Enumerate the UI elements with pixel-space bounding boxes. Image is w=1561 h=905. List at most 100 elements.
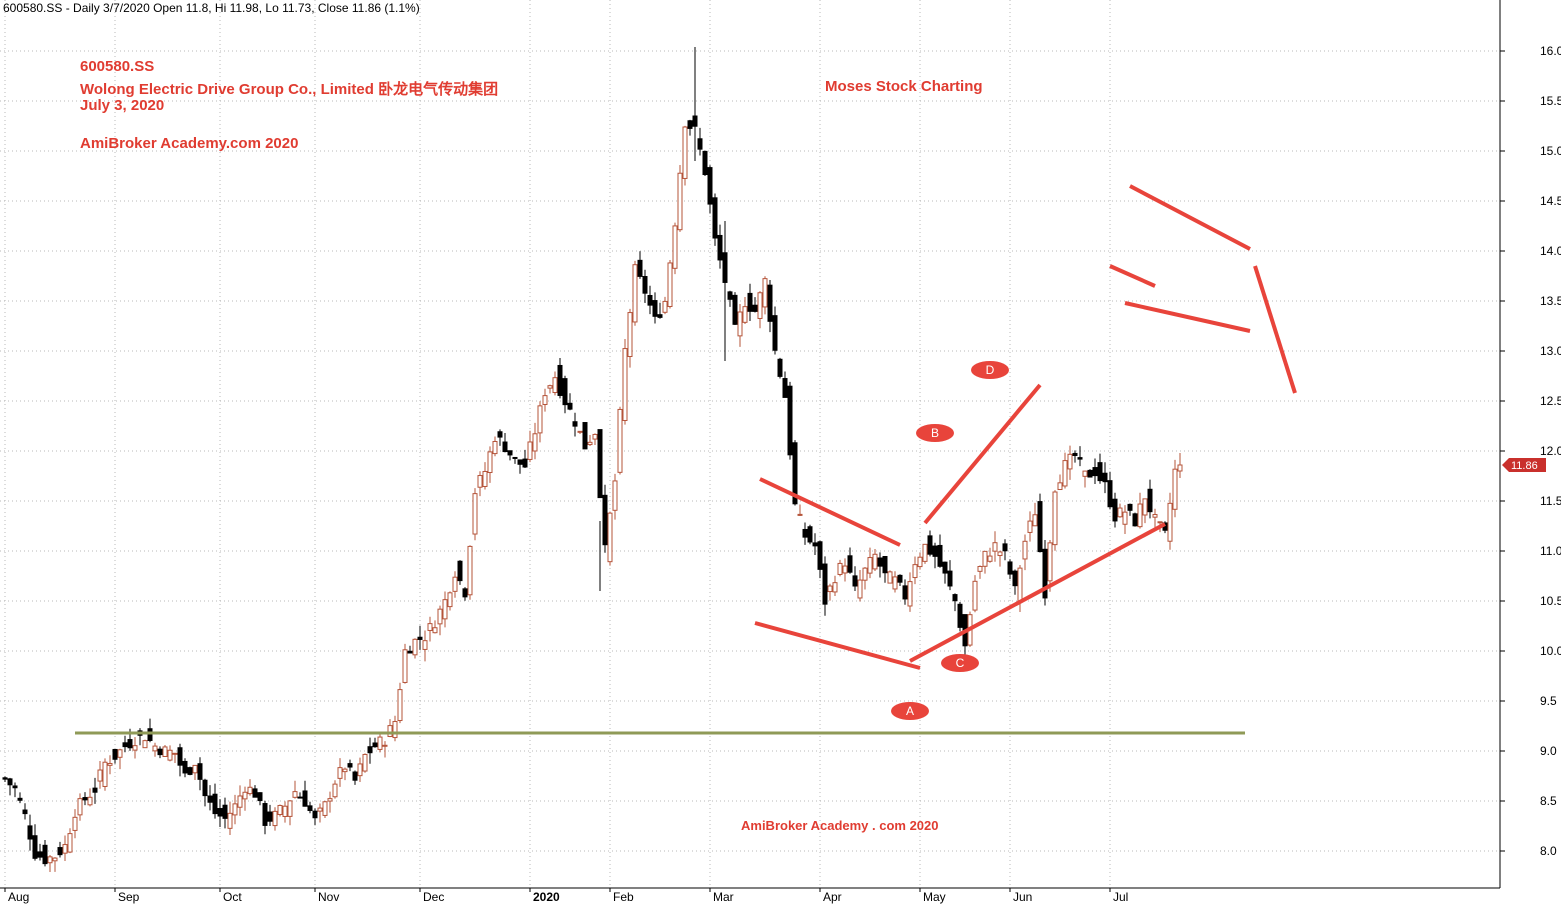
candle-body [447,592,453,608]
candle-body [217,808,223,817]
candle-body [567,402,573,410]
candle-body [407,650,413,654]
candle-body [52,857,58,862]
candle-body [1087,469,1093,478]
candle-body [887,571,893,584]
candle-body [252,788,258,798]
candle-body [852,575,858,587]
candle-body [612,480,618,511]
candle-body [627,312,633,358]
candle-body [282,805,288,817]
candle-body [1132,513,1138,527]
x-tick-label: Dec [423,890,444,904]
candle-body [292,791,298,798]
candle-body [32,835,38,859]
y-tick-label: 8.0 [1540,844,1557,858]
point-label: B [931,426,939,440]
candle-body [2,777,8,780]
site-annotation: AmiBroker Academy.com 2020 [80,135,299,152]
candle-body [427,623,433,631]
candle-body [667,262,673,307]
candle-body [522,458,528,468]
candle-body [1102,472,1108,483]
candle-body [1012,570,1018,587]
candle-body [622,348,628,421]
candle-body [802,528,808,538]
candle-body [847,555,853,573]
candle-body [262,803,268,826]
candle-body [727,291,733,300]
candle-body [442,599,448,620]
candle-body [332,783,338,798]
candle-body [472,493,478,535]
candle-body [287,800,293,817]
candle-body [687,120,693,129]
y-tick-label: 15.5 [1540,94,1561,108]
candle-body [857,579,863,599]
candle-body [752,304,758,312]
candle-body [992,542,998,552]
candle-body [872,553,878,570]
candle-body [142,740,148,749]
candle-body [312,810,318,819]
candle-body [1007,561,1013,575]
candle-body [702,150,708,176]
y-tick-label: 8.5 [1540,794,1557,808]
last-price-label: 11.86 [1511,460,1538,472]
point-marker [941,654,979,672]
candle-body [112,748,118,760]
candle-body [532,433,538,452]
candle-body [257,792,263,802]
y-tick-label: 12.5 [1540,394,1561,408]
x-tick-label: Feb [613,890,634,904]
candle-body [1052,491,1058,546]
candle-body [717,234,723,261]
candle-body [987,555,993,562]
candle-body [362,753,368,772]
y-tick-label: 11.5 [1540,494,1561,508]
candle-body [467,545,473,596]
candle-body [927,535,933,555]
candle-body [47,856,53,864]
candle-body [892,576,898,590]
candle-body [1117,507,1123,518]
candle-body [477,475,483,488]
candle-body [97,769,103,782]
candle-body [102,761,108,787]
point-label: A [906,704,914,718]
candle-body [707,167,713,205]
point-marker [971,361,1009,379]
candle-body [862,567,868,581]
candle-body [167,749,173,761]
y-tick-label: 15.0 [1540,144,1561,158]
y-tick-label: 14.0 [1540,244,1561,258]
last-price-tag [1502,458,1546,472]
candle-body [67,833,73,853]
candle-body [602,494,608,546]
candle-body [117,749,123,758]
candle-body [197,763,203,780]
candle-body [867,557,873,574]
candle-body [922,543,928,562]
candle-body [897,574,903,583]
candle-body [822,563,828,605]
y-tick-label: 11.0 [1540,544,1561,558]
candle-body [497,431,503,438]
candle-body [1002,543,1008,552]
candle-body [227,812,233,829]
candle-body [902,585,908,600]
candle-body [367,746,373,754]
candle-body [982,550,988,567]
candle-body [817,541,823,570]
candle-body [772,315,778,351]
y-tick-label: 9.5 [1540,694,1557,708]
candle-body [672,225,678,269]
candle-body [1177,464,1183,472]
candle-body [182,760,188,774]
candle-body [307,805,313,811]
candle-body [452,576,458,592]
brand-annotation: Moses Stock Charting [825,78,983,95]
candle-body [617,408,623,473]
candle-body [1042,548,1048,599]
